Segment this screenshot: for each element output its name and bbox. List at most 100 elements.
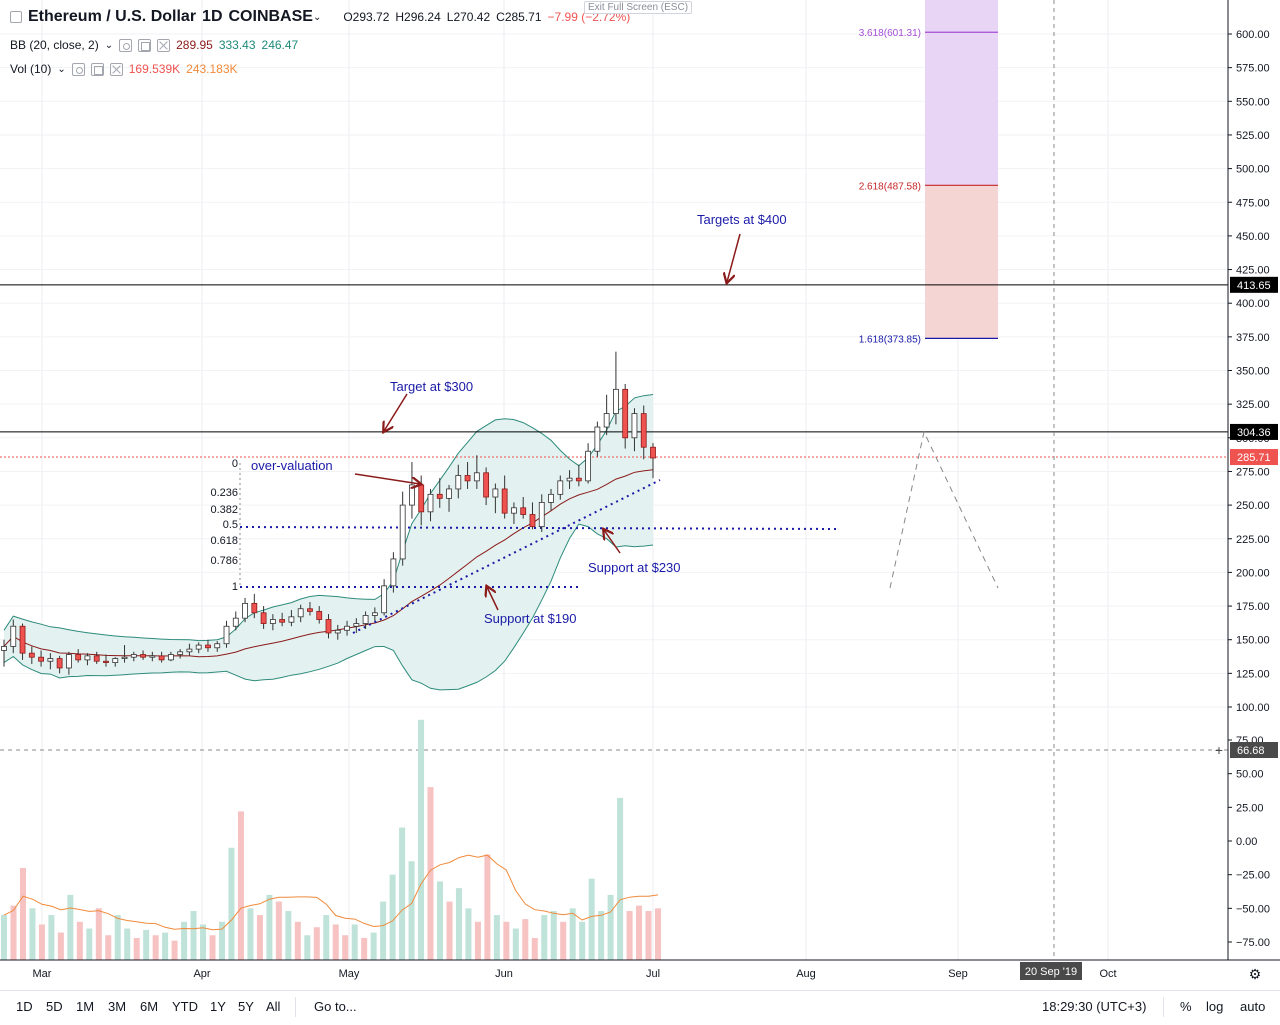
price-label-413: 413.65 [1237, 280, 1271, 292]
candle-body [297, 608, 304, 618]
log-toggle[interactable]: log [1206, 999, 1224, 1014]
volume-bar [237, 811, 244, 960]
price-tick-label: 125.00 [1236, 668, 1270, 680]
volume-bar [541, 915, 548, 960]
range-ytd-button[interactable]: YTD [172, 999, 198, 1014]
projection-path [889, 430, 999, 589]
volume-bar [1, 915, 7, 960]
candle-body [325, 619, 332, 634]
exit-fullscreen-button[interactable]: Exit Full Screen (ESC) [584, 1, 693, 14]
range-6m-button[interactable]: 6M [140, 999, 159, 1014]
interval-label[interactable]: 1D [202, 8, 223, 25]
auto-toggle[interactable]: auto [1240, 999, 1266, 1014]
exchange-label[interactable]: COINBASE [228, 8, 313, 25]
candle-body [455, 475, 462, 490]
volume-bar [10, 905, 17, 960]
clock-time[interactable]: 18:29:30 (UTC+3) [1042, 999, 1147, 1014]
price-axis-bg [1228, 0, 1280, 960]
volume-bar [105, 935, 112, 960]
volume-bar [275, 901, 282, 960]
range-1d-button[interactable]: 1D [16, 999, 33, 1014]
volume-bar [446, 901, 453, 960]
volume-bar [38, 924, 45, 960]
symbol-title[interactable]: Ethereum / U.S. Dollar [28, 8, 197, 25]
range-1m-button[interactable]: 1M [76, 999, 95, 1014]
volume-bar [474, 921, 481, 960]
percent-toggle[interactable]: % [1180, 999, 1192, 1014]
arrow-support-190 [487, 587, 499, 611]
candle-body [418, 484, 425, 513]
price-tick-label: 475.00 [1236, 197, 1270, 209]
volume-bar [190, 911, 197, 960]
visibility-icon[interactable] [71, 62, 85, 76]
chevron-down-icon[interactable]: ⌄ [104, 39, 114, 51]
range-3m-button[interactable]: 3M [108, 999, 127, 1014]
candle-body [622, 388, 629, 439]
range-1y-button[interactable]: 1Y [210, 999, 226, 1014]
candle-body [640, 413, 647, 448]
volume-bar [655, 908, 661, 960]
vol-ma-value: 243.183K [186, 62, 238, 76]
settings-icon[interactable] [90, 62, 104, 76]
candle-body [1, 646, 7, 651]
volume-bar [256, 915, 263, 960]
fib-retracement-label: 0.786 [210, 555, 238, 567]
annotation-over-valuation: over-valuation [251, 458, 333, 473]
range-5d-button[interactable]: 5D [46, 999, 63, 1014]
volume-bar [380, 901, 387, 960]
close-icon[interactable] [109, 62, 123, 76]
volume-bar [57, 932, 64, 960]
fib-extension-label: 3.618(601.31) [859, 28, 921, 39]
chevron-down-icon[interactable]: ⌄ [57, 63, 66, 75]
range-5y-button[interactable]: 5Y [238, 999, 254, 1014]
crosshair-icon: + [1215, 742, 1223, 758]
bollinger-band-fill [4, 394, 653, 690]
candle-body [66, 654, 72, 669]
volume-bar [171, 940, 178, 960]
candle-body [121, 656, 128, 659]
candle-body [307, 608, 313, 612]
range-all-button[interactable]: All [266, 999, 281, 1014]
volume-bar [95, 908, 102, 960]
annotation-support-230: Support at $230 [588, 560, 681, 575]
volume-bar [465, 908, 472, 960]
fib-retracement-label: 0.618 [210, 535, 238, 547]
volume-bar [389, 874, 396, 960]
time-tick-label: Oct [1099, 968, 1116, 980]
price-tick-label: 350.00 [1236, 366, 1270, 378]
ohlc-high: H296.24 [395, 10, 441, 24]
price-tick-label: 150.00 [1236, 635, 1270, 647]
goto-button[interactable]: Go to... [314, 999, 357, 1014]
candle-body [242, 602, 248, 619]
price-label-304: 304.36 [1237, 427, 1271, 439]
close-icon[interactable] [157, 38, 171, 52]
time-tick-label: Aug [796, 968, 816, 980]
price-tick-label: 500.00 [1236, 164, 1270, 176]
vol-label[interactable]: Vol (10) [10, 62, 52, 76]
price-tick-label: 175.00 [1236, 601, 1270, 613]
time-tick-label: Jul [646, 968, 660, 980]
volume-bar [351, 924, 358, 960]
chevron-down-icon[interactable]: ⌄ [312, 11, 322, 23]
bb-upper-value: 333.43 [218, 38, 256, 52]
candle-body [464, 475, 471, 482]
bb-label[interactable]: BB (20, close, 2) [10, 38, 99, 52]
settings-gear-icon: ⚙ [1249, 966, 1262, 982]
settings-icon[interactable] [138, 38, 152, 52]
candle-body [177, 651, 184, 655]
visibility-icon[interactable] [119, 38, 133, 52]
bb-lower-value: 246.47 [261, 38, 299, 52]
arrow-target-300 [384, 393, 408, 431]
time-cursor-label: 20 Sep '19 [1025, 966, 1077, 978]
price-tick-label: 250.00 [1236, 500, 1270, 512]
time-cursor-bg [1020, 962, 1082, 980]
collapse-legend-icon[interactable] [10, 11, 22, 23]
volume-bar [418, 719, 425, 960]
price-tick-label: 425.00 [1236, 265, 1270, 277]
price-chart[interactable]: 3.618(601.31) 2.618(487.58) 1.618(373.85) 0… [0, 0, 1280, 990]
candle-body [251, 602, 258, 614]
fib-extension-label: 2.618(487.58) [859, 181, 921, 192]
volume-bar [133, 937, 140, 960]
fib-retracement-label: 1 [232, 581, 238, 593]
price-tick-label: 400.00 [1236, 298, 1270, 310]
